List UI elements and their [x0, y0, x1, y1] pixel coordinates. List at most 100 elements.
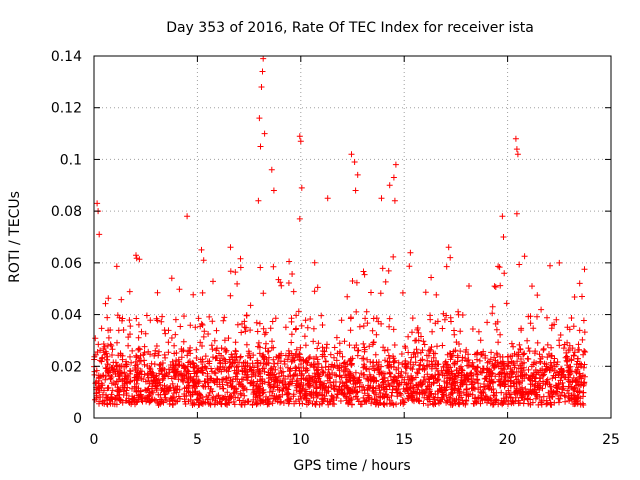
data-point — [336, 340, 343, 347]
data-point — [110, 369, 116, 376]
data-point — [521, 253, 528, 260]
data-point — [187, 396, 194, 403]
data-point — [405, 395, 412, 402]
data-point — [496, 264, 503, 271]
data-point — [443, 367, 449, 374]
data-point — [299, 400, 306, 407]
data-point — [159, 313, 166, 320]
data-point — [468, 372, 475, 379]
data-point — [286, 258, 293, 265]
data-point — [501, 366, 508, 373]
data-point — [313, 389, 319, 396]
data-point — [407, 384, 414, 391]
data-point — [393, 389, 400, 396]
data-point — [287, 372, 294, 379]
data-point — [517, 369, 524, 376]
data-point — [502, 374, 509, 381]
data-point — [113, 263, 120, 270]
data-point — [445, 244, 452, 251]
data-point — [580, 379, 587, 386]
data-point — [304, 324, 311, 331]
data-point — [362, 398, 369, 405]
data-point — [380, 375, 387, 382]
data-point — [530, 369, 537, 376]
data-point — [421, 366, 428, 373]
data-point — [297, 138, 304, 145]
data-point — [391, 342, 398, 348]
data-point — [199, 343, 205, 349]
data-point — [420, 400, 427, 407]
data-point — [296, 133, 303, 140]
data-point — [466, 283, 472, 289]
data-point — [460, 389, 467, 396]
data-point — [324, 195, 331, 202]
data-point — [127, 353, 133, 360]
data-point — [127, 368, 134, 375]
data-point — [465, 375, 472, 382]
data-point — [208, 375, 215, 382]
data-point — [136, 346, 143, 353]
data-point — [515, 365, 522, 372]
data-point — [489, 310, 496, 317]
data-point — [381, 401, 388, 408]
data-point — [530, 361, 537, 368]
data-point — [534, 292, 541, 299]
data-point — [127, 323, 134, 330]
data-point — [492, 397, 499, 404]
data-point — [206, 313, 213, 320]
data-point — [329, 393, 336, 400]
data-point — [133, 252, 139, 259]
data-point — [386, 323, 393, 330]
data-point — [263, 340, 269, 347]
data-point — [420, 362, 427, 369]
data-point — [529, 381, 536, 388]
data-point — [120, 327, 127, 333]
data-point — [464, 358, 471, 365]
data-point — [475, 386, 482, 393]
data-point — [230, 360, 236, 367]
data-point — [373, 391, 380, 398]
data-point — [186, 347, 193, 354]
data-point — [424, 371, 431, 378]
data-point — [214, 393, 220, 400]
data-point — [556, 368, 563, 375]
data-point — [209, 368, 215, 375]
data-point — [415, 337, 422, 344]
grid-lines — [94, 56, 611, 418]
data-point — [227, 395, 234, 402]
data-point — [554, 359, 561, 365]
data-point — [478, 395, 484, 402]
data-point — [463, 386, 470, 392]
data-point — [191, 401, 198, 408]
data-point — [304, 375, 310, 382]
data-point — [223, 367, 230, 374]
data-point — [324, 388, 331, 395]
data-point — [347, 355, 354, 362]
data-point — [566, 326, 573, 333]
data-point — [576, 360, 583, 367]
data-point — [96, 231, 103, 238]
data-point — [406, 263, 413, 270]
data-point — [416, 365, 423, 372]
data-point — [540, 378, 546, 385]
data-point — [315, 360, 322, 367]
data-point — [503, 300, 510, 307]
data-point — [363, 308, 370, 315]
data-point — [283, 381, 289, 388]
data-point — [347, 327, 354, 334]
data-point — [293, 387, 300, 394]
data-point — [386, 383, 393, 389]
data-point — [410, 385, 417, 391]
data-point — [489, 370, 496, 377]
data-point — [173, 357, 180, 364]
data-point — [253, 400, 260, 407]
data-point — [207, 400, 214, 407]
data-point — [99, 400, 106, 407]
data-point — [573, 369, 580, 376]
data-point — [541, 360, 548, 367]
data-point — [395, 359, 402, 366]
data-point — [202, 353, 209, 360]
data-point — [566, 347, 573, 353]
data-point — [109, 346, 116, 353]
data-point — [268, 384, 274, 391]
